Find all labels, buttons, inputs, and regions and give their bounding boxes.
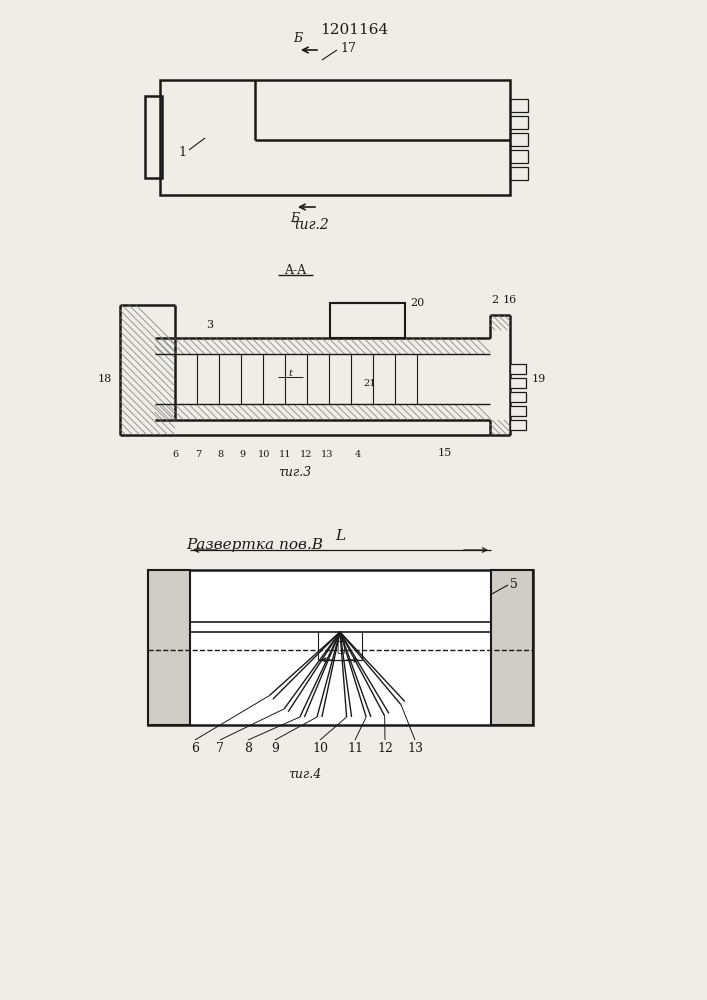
Text: 1: 1: [178, 146, 186, 159]
Bar: [330, 303, 405, 338]
Text: 11: 11: [347, 742, 363, 755]
Text: 13: 13: [321, 450, 333, 459]
Text: 15: 15: [438, 448, 452, 458]
Text: 20: 20: [410, 298, 424, 308]
Text: 4: 4: [355, 450, 361, 459]
Text: 9: 9: [239, 450, 245, 459]
Text: t: t: [288, 369, 292, 378]
Text: 8: 8: [217, 450, 223, 459]
Text: Развертка пов.B: Развертка пов.B: [187, 538, 324, 552]
Bar: [510, 364, 526, 374]
Bar: [145, 96, 162, 178]
Text: 5: 5: [510, 578, 518, 591]
Text: 7: 7: [195, 450, 201, 459]
Text: 18: 18: [98, 374, 112, 384]
Text: 12: 12: [377, 742, 393, 755]
Text: 16: 16: [503, 295, 517, 305]
Text: 11: 11: [279, 450, 291, 459]
Text: 21: 21: [363, 379, 376, 388]
Text: 13: 13: [407, 742, 423, 755]
Text: τиг.2: τиг.2: [291, 218, 328, 232]
Text: 6: 6: [191, 742, 199, 755]
Text: 2: 2: [491, 295, 498, 305]
Text: 9: 9: [271, 742, 279, 755]
Bar: [510, 420, 526, 430]
Bar: [510, 167, 528, 180]
Text: 6: 6: [172, 450, 178, 459]
Text: 8: 8: [244, 742, 252, 755]
Bar: [510, 116, 528, 129]
Text: 1201164: 1201164: [320, 23, 388, 37]
Bar: [510, 150, 528, 163]
Bar: [510, 133, 528, 146]
Text: 19: 19: [532, 374, 547, 384]
Text: τиг.4: τиг.4: [288, 768, 322, 781]
Bar: [510, 392, 526, 402]
Text: 17: 17: [340, 41, 356, 54]
Text: 10: 10: [258, 450, 270, 459]
Bar: [148, 570, 533, 725]
Text: 7: 7: [216, 742, 224, 755]
Text: ℓ: ℓ: [336, 640, 344, 654]
Bar: [491, 570, 533, 725]
Text: A-A: A-A: [284, 263, 306, 276]
Bar: [510, 406, 526, 416]
Text: 12: 12: [300, 450, 312, 459]
Bar: [148, 570, 190, 725]
Text: Б: Б: [291, 212, 300, 225]
Text: 10: 10: [312, 742, 328, 755]
Bar: [160, 80, 510, 195]
Text: Б: Б: [293, 32, 303, 45]
Text: 3: 3: [206, 320, 214, 330]
Bar: [510, 378, 526, 388]
Bar: [510, 99, 528, 112]
Text: τиг.3: τиг.3: [279, 466, 312, 479]
Text: L: L: [335, 529, 345, 543]
